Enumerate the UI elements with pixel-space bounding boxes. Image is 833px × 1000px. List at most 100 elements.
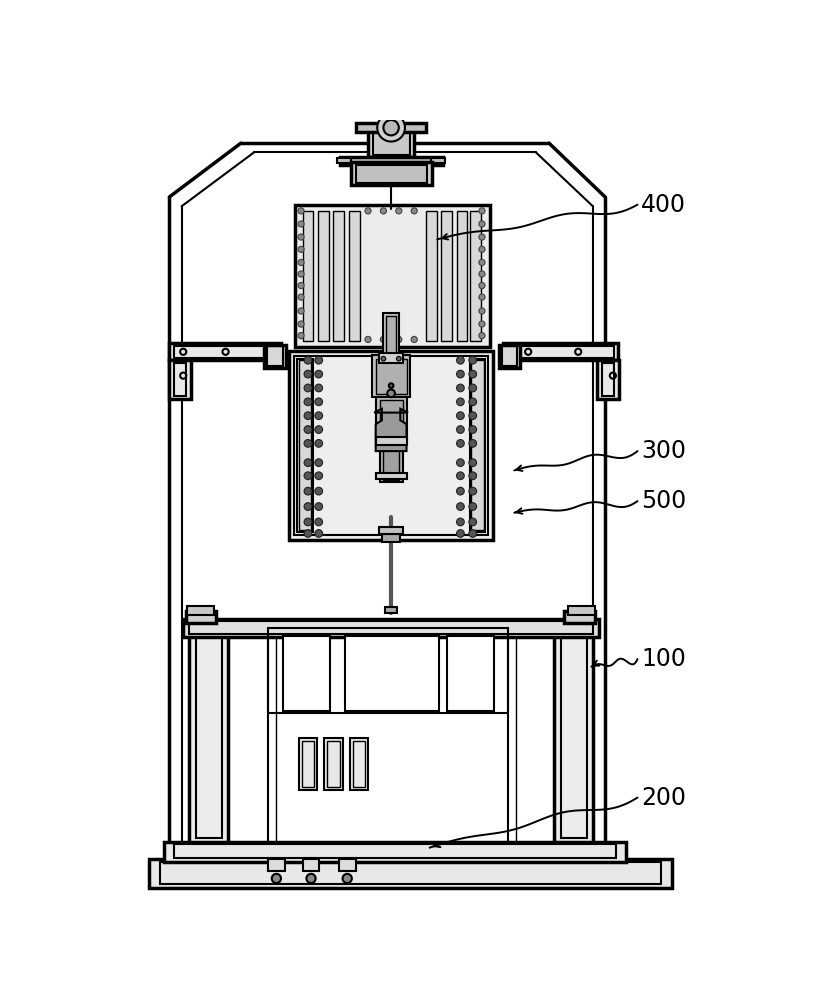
Circle shape bbox=[315, 472, 322, 480]
Circle shape bbox=[387, 389, 395, 397]
Bar bbox=[299, 360, 311, 530]
Bar bbox=[456, 211, 467, 341]
Bar bbox=[499, 345, 521, 368]
Bar bbox=[372, 129, 410, 155]
Bar bbox=[302, 211, 313, 341]
Circle shape bbox=[456, 459, 464, 466]
Circle shape bbox=[479, 271, 485, 277]
Circle shape bbox=[456, 503, 464, 510]
Circle shape bbox=[469, 503, 476, 510]
Circle shape bbox=[304, 503, 312, 510]
Bar bbox=[160, 862, 661, 884]
Bar bbox=[294, 356, 488, 535]
Circle shape bbox=[298, 246, 304, 252]
Circle shape bbox=[381, 356, 386, 361]
Bar bbox=[297, 359, 312, 532]
Circle shape bbox=[304, 356, 312, 364]
Bar bbox=[174, 844, 616, 858]
Bar bbox=[380, 400, 402, 437]
Bar bbox=[471, 211, 481, 341]
Bar bbox=[268, 628, 508, 713]
Bar bbox=[189, 620, 593, 634]
Bar bbox=[148, 859, 672, 888]
Circle shape bbox=[469, 356, 476, 364]
Bar bbox=[333, 211, 344, 341]
Bar bbox=[385, 607, 397, 613]
Circle shape bbox=[479, 246, 485, 252]
Bar bbox=[324, 738, 342, 790]
Circle shape bbox=[298, 321, 304, 327]
Bar bbox=[337, 158, 351, 163]
Circle shape bbox=[315, 440, 322, 447]
Circle shape bbox=[298, 282, 304, 289]
Bar bbox=[507, 346, 614, 358]
Bar bbox=[503, 343, 618, 360]
Bar bbox=[318, 211, 329, 341]
Circle shape bbox=[365, 336, 371, 343]
Text: 300: 300 bbox=[641, 439, 686, 463]
Bar bbox=[351, 162, 432, 185]
Circle shape bbox=[315, 459, 322, 466]
Circle shape bbox=[456, 398, 464, 406]
Circle shape bbox=[479, 308, 485, 314]
Circle shape bbox=[469, 530, 476, 537]
Circle shape bbox=[469, 384, 476, 392]
Circle shape bbox=[304, 459, 312, 466]
Bar bbox=[383, 312, 399, 355]
Bar bbox=[352, 741, 365, 787]
Text: 400: 400 bbox=[641, 193, 686, 217]
Bar bbox=[356, 165, 427, 183]
Circle shape bbox=[412, 336, 417, 343]
Polygon shape bbox=[374, 409, 408, 451]
Circle shape bbox=[298, 271, 304, 277]
Bar bbox=[447, 636, 493, 711]
Bar bbox=[372, 355, 411, 397]
Bar bbox=[376, 473, 407, 479]
Circle shape bbox=[298, 208, 304, 214]
Circle shape bbox=[298, 259, 304, 266]
Text: 200: 200 bbox=[641, 786, 686, 810]
Circle shape bbox=[381, 336, 387, 343]
Circle shape bbox=[456, 472, 464, 480]
Circle shape bbox=[469, 472, 476, 480]
Bar bbox=[187, 606, 214, 615]
Circle shape bbox=[315, 384, 322, 392]
Circle shape bbox=[304, 426, 312, 433]
Bar bbox=[169, 343, 281, 360]
Circle shape bbox=[479, 259, 485, 266]
Bar bbox=[174, 363, 187, 396]
Bar bbox=[502, 346, 517, 366]
Bar bbox=[186, 611, 217, 623]
Circle shape bbox=[383, 120, 399, 135]
Circle shape bbox=[304, 384, 312, 392]
Bar bbox=[357, 123, 426, 132]
Bar bbox=[564, 611, 595, 623]
Circle shape bbox=[304, 472, 312, 480]
Bar bbox=[597, 360, 619, 399]
Circle shape bbox=[456, 440, 464, 447]
Bar bbox=[441, 211, 452, 341]
Circle shape bbox=[469, 518, 476, 526]
Bar bbox=[174, 346, 277, 358]
Circle shape bbox=[479, 294, 485, 300]
Bar bbox=[283, 636, 330, 711]
Circle shape bbox=[479, 221, 485, 227]
Circle shape bbox=[377, 114, 405, 142]
Circle shape bbox=[315, 412, 322, 420]
Bar bbox=[267, 346, 282, 366]
Circle shape bbox=[479, 282, 485, 289]
Circle shape bbox=[397, 356, 402, 361]
Bar bbox=[470, 359, 485, 532]
Circle shape bbox=[469, 370, 476, 378]
Bar bbox=[561, 631, 586, 838]
Circle shape bbox=[304, 518, 312, 526]
Circle shape bbox=[298, 294, 304, 300]
Circle shape bbox=[469, 459, 476, 466]
Text: 500: 500 bbox=[641, 489, 686, 513]
Circle shape bbox=[456, 530, 464, 537]
Bar bbox=[426, 211, 436, 341]
Bar bbox=[383, 450, 399, 480]
Circle shape bbox=[304, 530, 312, 537]
Bar bbox=[295, 205, 490, 347]
Bar bbox=[340, 157, 442, 165]
